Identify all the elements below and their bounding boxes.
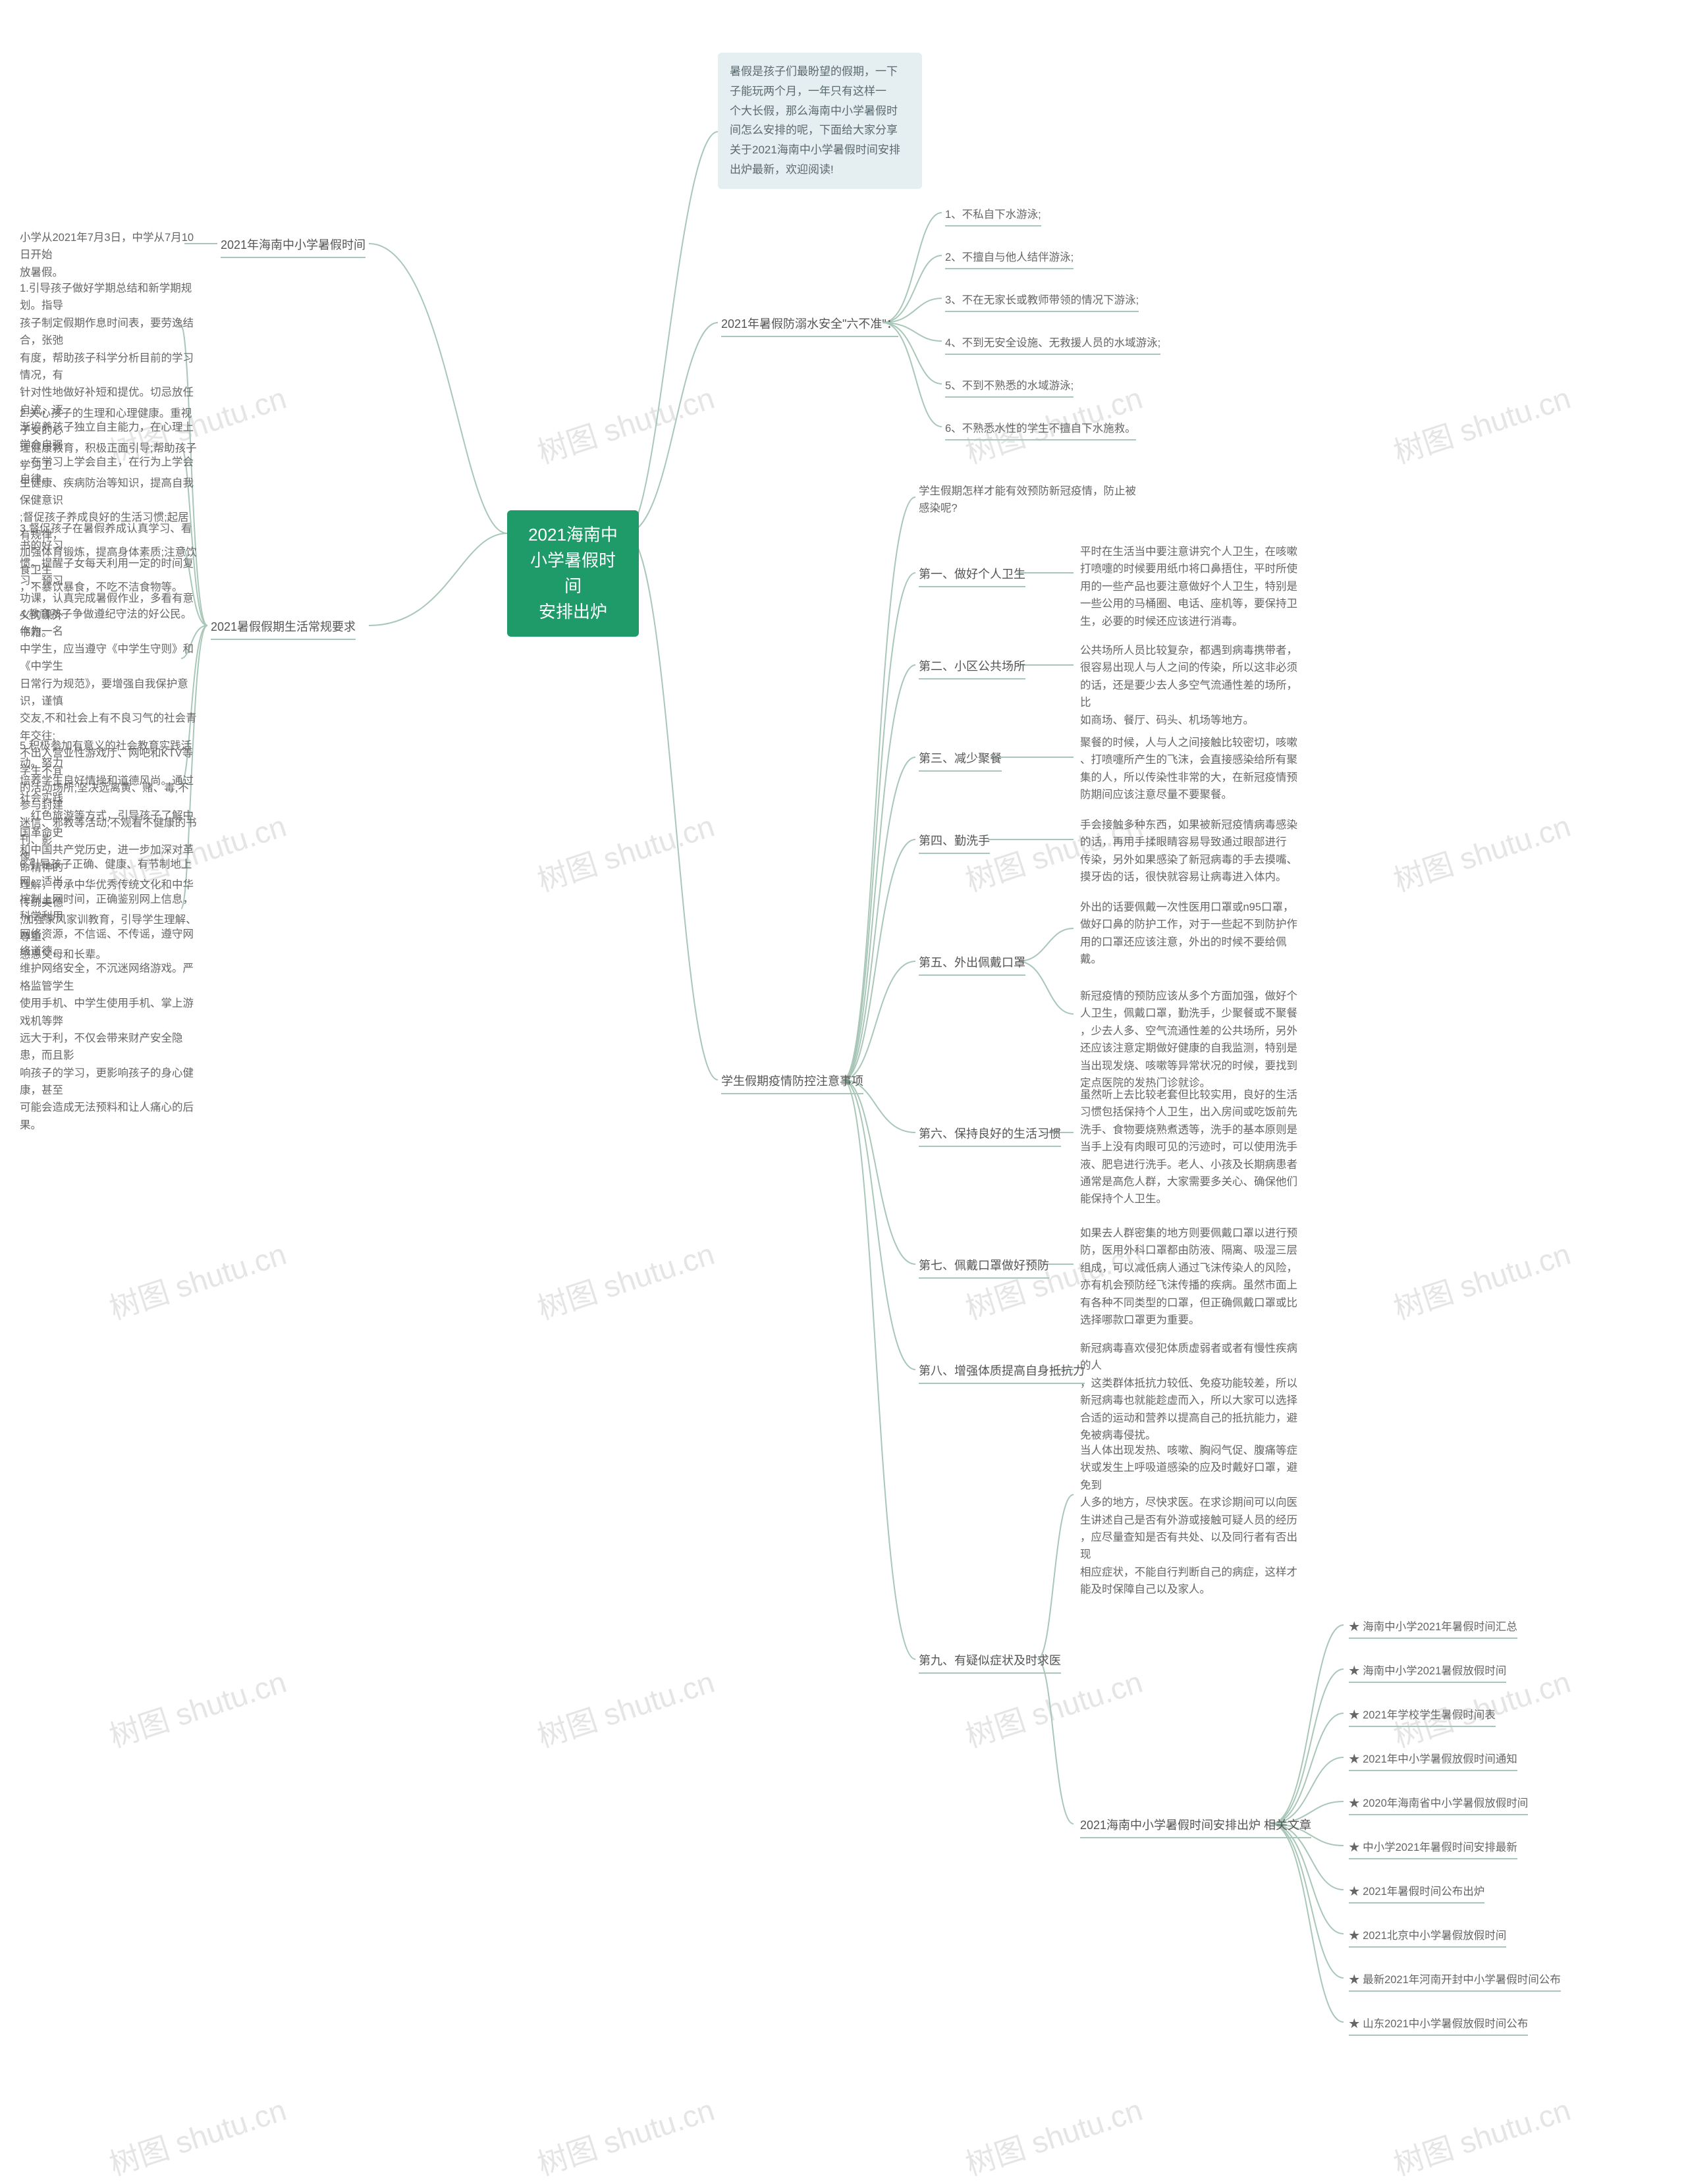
sixnot-label: 2021年暑假防溺水安全"六不准"： <box>721 315 898 337</box>
epidemic-sub-label: 第八、增强体质提高自身抵抗力 <box>919 1362 1085 1384</box>
sixnot-leaf: 3、不在无家长或教师带领的情况下游泳; <box>945 292 1209 312</box>
left-leaf-text: 小学从2021年7月3日，中学从7月10日开始放暑假。 <box>20 232 194 279</box>
watermark: 树图 shutu.cn <box>1388 1231 1575 1329</box>
left2-leaf: 6.引导孩子正确、健康、有节制地上网。适当控制上网时间，正确鉴别网上信息，科学利… <box>20 856 198 1134</box>
epidemic-label: 学生假期疫情防控注意事项 <box>721 1072 863 1094</box>
epidemic-sub-label: 第二、小区公共场所 <box>919 657 1025 679</box>
intro-box: 暑假是孩子们最盼望的假期，一下子能玩两个月，一年只有这样一个大长假，那么海南中小… <box>718 53 922 189</box>
related-item: ★ 2021年中小学暑假放假时间通知 <box>1349 1751 1599 1771</box>
epidemic-sub-detail: 公共场所人员比较复杂，都遇到病毒携带者，很容易出现人与人之间的传染，所以这非必须… <box>1080 642 1297 729</box>
right-branch-sixnot: 2021年暑假防溺水安全"六不准"： <box>721 315 898 337</box>
sixnot-leaf: 1、不私自下水游泳; <box>945 206 1209 226</box>
watermark: 树图 shutu.cn <box>531 375 719 473</box>
watermark: 树图 shutu.cn <box>103 1231 291 1329</box>
left-branch-2-label: 2021暑假假期生活常规要求 <box>211 618 356 640</box>
watermark: 树图 shutu.cn <box>531 2087 719 2184</box>
left-branch-2: 2021暑假假期生活常规要求 <box>211 618 356 640</box>
epidemic-sub-detail: 虽然听上去比较老套但比较实用，良好的生活习惯包括保持个人卫生，出入房间或吃饭前先… <box>1080 1086 1297 1208</box>
left-branch-1: 2021年海南中小学暑假时间 <box>221 236 366 258</box>
watermark: 树图 shutu.cn <box>103 2087 291 2184</box>
intro-text: 暑假是孩子们最盼望的假期，一下子能玩两个月，一年只有这样一个大长假，那么海南中小… <box>730 65 900 176</box>
watermark: 树图 shutu.cn <box>531 1659 719 1757</box>
epidemic-sub-detail: 聚餐的时候，人与人之间接触比较密切，咳嗽、打喷嚏所产生的飞沫，会直接感染给所有聚… <box>1080 734 1297 804</box>
related-item: ★ 中小学2021年暑假时间安排最新 <box>1349 1839 1599 1859</box>
related-item: ★ 2021年暑假时间公布出炉 <box>1349 1883 1599 1904</box>
related-item: ★ 海南中小学2021暑假放假时间 <box>1349 1663 1599 1683</box>
epidemic-sub-detail: 新冠疫情的预防应该从多个方面加强，做好个人卫生，佩戴口罩，勤洗手，少聚餐或不聚餐… <box>1080 988 1297 1092</box>
epidemic-pretext: 学生假期怎样才能有效预防新冠疫情，防止被感染呢? <box>919 483 1143 518</box>
left-branch-1-label: 2021年海南中小学暑假时间 <box>221 236 366 258</box>
left-branch-1-leaf: 小学从2021年7月3日，中学从7月10日开始放暑假。 <box>20 229 198 281</box>
watermark: 树图 shutu.cn <box>1388 803 1575 901</box>
watermark: 树图 shutu.cn <box>531 803 719 901</box>
epidemic-sub-label: 第九、有疑似症状及时求医 <box>919 1651 1061 1674</box>
watermark: 树图 shutu.cn <box>1388 375 1575 473</box>
related-item: ★ 2020年海南省中小学暑假放假时间 <box>1349 1795 1599 1815</box>
watermark: 树图 shutu.cn <box>1388 2087 1575 2184</box>
epidemic-sub-label: 第四、勤洗手 <box>919 832 990 854</box>
related-item: ★ 最新2021年河南开封中小学暑假时间公布 <box>1349 1971 1599 1992</box>
sixnot-leaf: 6、不熟悉水性的学生不擅自下水施救。 <box>945 420 1209 440</box>
epidemic-sub-label: 第一、做好个人卫生 <box>919 565 1025 587</box>
epidemic-pretext-text: 学生假期怎样才能有效预防新冠疫情，防止被感染呢? <box>919 485 1136 514</box>
epidemic-sub-detail: 新冠病毒喜欢侵犯体质虚弱者或者有慢性疾病的人，这类群体抵抗力较低、免疫功能较差，… <box>1080 1340 1297 1444</box>
watermark: 树图 shutu.cn <box>103 1659 291 1757</box>
epidemic-sub-detail: 当人体出现发热、咳嗽、胸闷气促、腹痛等症状或发生上呼吸道感染的应及时戴好口罩，避… <box>1080 1442 1297 1599</box>
right-branch-epidemic: 学生假期疫情防控注意事项 <box>721 1072 863 1094</box>
epidemic-sub-detail: 手会接触多种东西，如果被新冠疫情病毒感染的话，再用手揉眼睛容易导致通过眼部进行传… <box>1080 816 1297 886</box>
epidemic-sub-detail: 如果去人群密集的地方则要佩戴口罩以进行预防，医用外科口罩都由防液、隔离、吸湿三层… <box>1080 1225 1297 1329</box>
epidemic-sub-label: 第三、减少聚餐 <box>919 749 1002 772</box>
related-item: ★ 海南中小学2021年暑假时间汇总 <box>1349 1618 1599 1639</box>
central-title: 2021海南中小学暑假时间安排出炉 <box>528 525 618 622</box>
related-item: ★ 2021年学校学生暑假时间表 <box>1349 1707 1599 1727</box>
central-node: 2021海南中小学暑假时间安排出炉 <box>507 510 639 637</box>
watermark: 树图 shutu.cn <box>960 2087 1147 2184</box>
epidemic-sub-label: 第六、保持良好的生活习惯 <box>919 1125 1061 1147</box>
sixnot-leaf: 4、不到无安全设施、无救援人员的水域游泳; <box>945 334 1209 355</box>
epidemic-sub-detail: 平时在生活当中要注意讲究个人卫生，在咳嗽打喷嚏的时候要用纸巾将口鼻捂住，平时所使… <box>1080 543 1297 630</box>
related-item: ★ 山东2021中小学暑假放假时间公布 <box>1349 2015 1599 2036</box>
watermark: 树图 shutu.cn <box>531 1231 719 1329</box>
sixnot-leaf: 2、不擅自与他人结伴游泳; <box>945 249 1209 269</box>
sixnot-leaf: 5、不到不熟悉的水域游泳; <box>945 377 1209 398</box>
epidemic-sub-label: 第五、外出佩戴口罩 <box>919 953 1025 976</box>
related-item: ★ 2021北京中小学暑假放假时间 <box>1349 1927 1599 1948</box>
epidemic-sub-detail: 外出的话要佩戴一次性医用口罩或n95口罩，做好口鼻的防护工作，对于一些起不到防护… <box>1080 899 1297 969</box>
epidemic-sub-label: 第七、佩戴口罩做好预防 <box>919 1256 1049 1279</box>
related-label: 2021海南中小学暑假时间安排出炉 相关文章 <box>1080 1816 1311 1838</box>
